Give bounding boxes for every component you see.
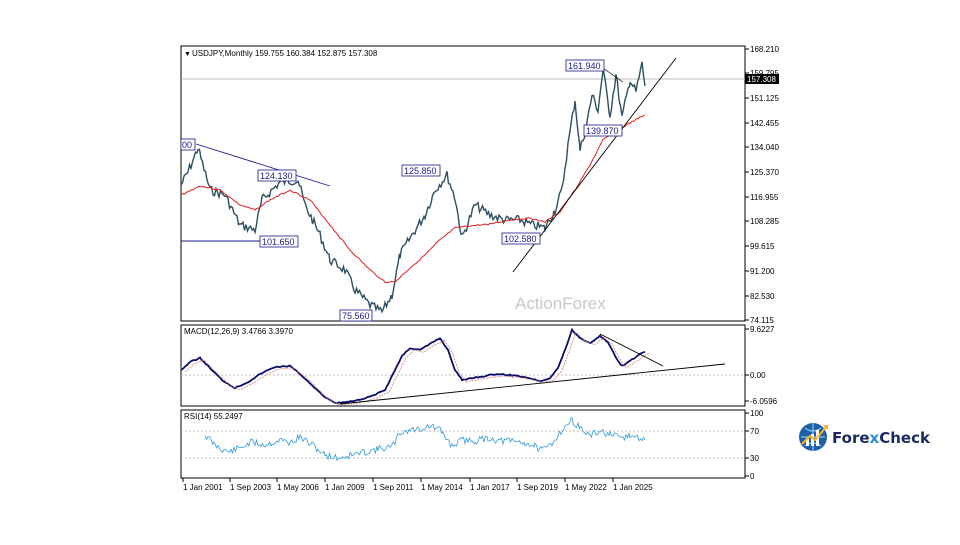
svg-text:168.210: 168.210 <box>750 45 779 54</box>
svg-text:75.560: 75.560 <box>342 311 370 321</box>
annotation-125850: 125.850 <box>401 164 441 177</box>
svg-text:139.870: 139.870 <box>586 126 619 136</box>
svg-text:0.00: 0.00 <box>750 371 766 380</box>
macd-signal-line <box>184 331 650 406</box>
svg-text:1 Sep 2019: 1 Sep 2019 <box>517 483 558 492</box>
price-panel-frame <box>180 45 746 322</box>
x-tick-3: 1 Jan 2009 <box>324 478 365 492</box>
rsi-y-tick-2: 30 <box>745 454 759 463</box>
svg-text:151.125: 151.125 <box>750 94 779 103</box>
annotation-102580: 102.580 <box>501 232 541 245</box>
svg-text:1 Jan 2025: 1 Jan 2025 <box>613 483 653 492</box>
globe-chart-icon <box>799 423 828 451</box>
svg-text:134.040: 134.040 <box>750 143 779 152</box>
svg-text:1 May 2022: 1 May 2022 <box>565 483 607 492</box>
rsi-y-tick-0: 100 <box>745 409 764 418</box>
price-panel-header-arrow: ▼ <box>184 51 191 58</box>
x-tick-5: 1 May 2014 <box>420 478 463 492</box>
macd-y-tick-2: -6.0596 <box>745 397 778 406</box>
svg-text:1 May 2006: 1 May 2006 <box>277 483 319 492</box>
svg-text:116.955: 116.955 <box>750 193 779 202</box>
price-y-tick-10: 82.530 <box>745 292 775 301</box>
annotation-161940: 161.940 <box>565 59 605 72</box>
svg-text:1 Jan 2001: 1 Jan 2001 <box>183 483 223 492</box>
svg-text:159.795: 159.795 <box>750 69 779 78</box>
x-tick-6: 1 Jan 2017 <box>469 478 510 492</box>
x-tick-4: 1 Sep 2011 <box>372 478 414 492</box>
annotation-101650: 101.650 <box>259 235 299 248</box>
price-y-tick-4: 134.040 <box>745 143 779 152</box>
svg-text:125.370: 125.370 <box>750 168 779 177</box>
annotation-75560: 75.560 <box>339 309 373 322</box>
price-y-tick-2: 151.125 <box>745 94 779 103</box>
rsi-panel-frame <box>180 409 746 479</box>
macd-support-line <box>339 363 726 405</box>
x-tick-9: 1 Jan 2025 <box>612 478 653 492</box>
svg-text:0: 0 <box>750 472 755 481</box>
price-y-tick-5: 125.370 <box>745 168 779 177</box>
channel-upper-line <box>195 143 331 187</box>
rsi-y-tick-1: 70 <box>745 427 759 436</box>
x-tick-7: 1 Sep 2019 <box>516 478 558 492</box>
svg-text:82.530: 82.530 <box>750 292 775 301</box>
annotation-00: 00 <box>180 138 196 151</box>
price-y-tick-8: 99.615 <box>745 242 775 251</box>
price-y-tick-6: 116.955 <box>745 193 779 202</box>
watermark: ActionForex <box>515 294 606 313</box>
svg-text:9.6227: 9.6227 <box>750 325 775 334</box>
svg-text:1 Jan 2017: 1 Jan 2017 <box>470 483 510 492</box>
price-y-tick-1: 159.795 <box>745 69 779 78</box>
annotation-139870: 139.870 <box>583 124 623 137</box>
x-tick-8: 1 May 2022 <box>564 478 607 492</box>
price-y-tick-7: 108.285 <box>745 217 779 226</box>
svg-text:1 May 2014: 1 May 2014 <box>421 483 463 492</box>
rsi-y-tick-3: 0 <box>745 472 755 481</box>
macd-panel-header: MACD(12,26,9) 3.4766 3.3970 <box>184 327 294 336</box>
svg-text:70: 70 <box>750 427 759 436</box>
forexcheck-logo: ForexCheck <box>796 420 930 456</box>
price-y-tick-3: 142.455 <box>745 119 779 128</box>
macd-line <box>180 327 646 405</box>
svg-text:142.455: 142.455 <box>750 119 779 128</box>
svg-text:1 Jan 2009: 1 Jan 2009 <box>325 483 365 492</box>
svg-text:125.850: 125.850 <box>404 166 437 176</box>
price-y-tick-0: 168.210 <box>745 45 779 54</box>
price-y-tick-9: 91.200 <box>745 267 775 276</box>
x-tick-0: 1 Jan 2001 <box>182 478 223 492</box>
price-panel-header: USDJPY,Monthly 159.755 160.384 152.875 1… <box>192 49 378 58</box>
x-tick-1: 1 Sep 2003 <box>229 478 271 492</box>
svg-text:102.580: 102.580 <box>504 234 537 244</box>
svg-text:91.200: 91.200 <box>750 267 775 276</box>
svg-text:-6.0596: -6.0596 <box>750 397 778 406</box>
brand-name: ForexCheck <box>832 429 930 447</box>
last-price-badge: 157.308 <box>745 74 779 84</box>
svg-text:100: 100 <box>750 409 764 418</box>
macd-y-tick-0: 9.6227 <box>745 325 775 334</box>
svg-text:108.285: 108.285 <box>750 217 779 226</box>
rsi-panel-header: RSI(14) 55.2497 <box>184 412 243 421</box>
macd-resistance-line <box>599 333 664 367</box>
svg-text:161.940: 161.940 <box>568 61 601 71</box>
svg-text:30: 30 <box>750 454 759 463</box>
svg-text:99.615: 99.615 <box>750 242 775 251</box>
svg-text:1 Sep 2003: 1 Sep 2003 <box>230 483 271 492</box>
rsi-line <box>204 417 646 462</box>
svg-text:74.115: 74.115 <box>750 316 774 325</box>
macd-panel-frame <box>180 324 746 407</box>
macd-y-tick-1: 0.00 <box>745 371 766 380</box>
svg-text:157.308: 157.308 <box>747 75 776 84</box>
x-tick-2: 1 May 2006 <box>276 478 319 492</box>
annotation-124130: 124.130 <box>257 169 297 182</box>
svg-text:00: 00 <box>182 140 192 150</box>
price-y-tick-11: 74.115 <box>745 316 774 325</box>
svg-text:101.650: 101.650 <box>262 237 295 247</box>
svg-text:124.130: 124.130 <box>260 171 293 181</box>
svg-text:1 Sep 2011: 1 Sep 2011 <box>373 483 414 492</box>
